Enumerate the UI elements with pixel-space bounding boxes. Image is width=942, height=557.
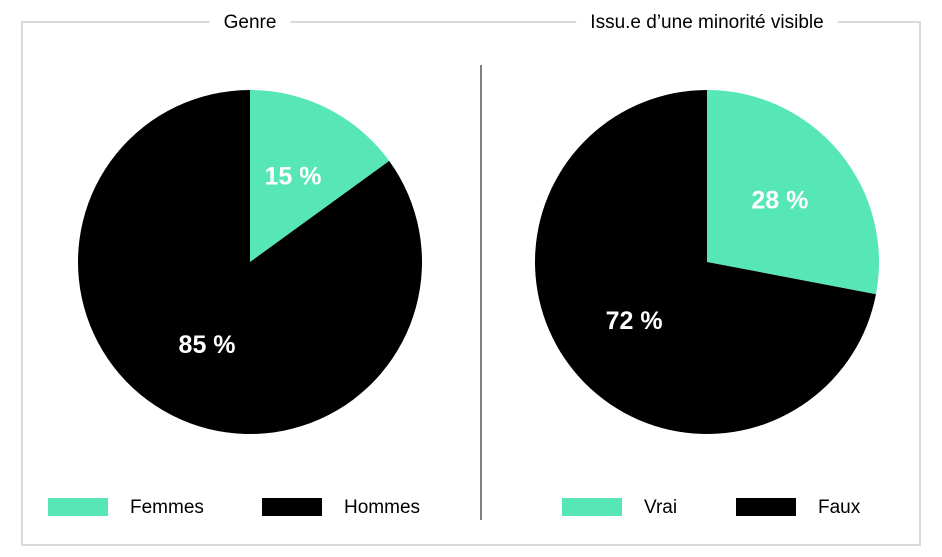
legend-swatch: [48, 498, 108, 516]
legend-label: Vrai: [644, 497, 677, 518]
pie-slice: [707, 90, 879, 295]
chart-title: Issu.e d’une minorité visible: [590, 12, 823, 33]
value-label: 72 %: [606, 307, 663, 335]
chart-title: Genre: [224, 12, 277, 33]
value-label: 28 %: [751, 186, 808, 214]
legend-label: Hommes: [344, 497, 420, 518]
legend-label: Femmes: [130, 497, 204, 518]
title-background: [576, 10, 838, 36]
value-label: 15 %: [264, 162, 321, 190]
pie-slice: [250, 90, 390, 262]
frame: [21, 21, 921, 546]
value-label: 85 %: [179, 331, 236, 359]
legend-swatch: [736, 498, 796, 516]
pie-slice: [535, 90, 876, 434]
legend-swatch: [262, 498, 322, 516]
title-background: [209, 10, 291, 36]
legend-label: Faux: [818, 497, 861, 518]
legend-swatch: [562, 498, 622, 516]
pie-slice: [77, 90, 422, 435]
